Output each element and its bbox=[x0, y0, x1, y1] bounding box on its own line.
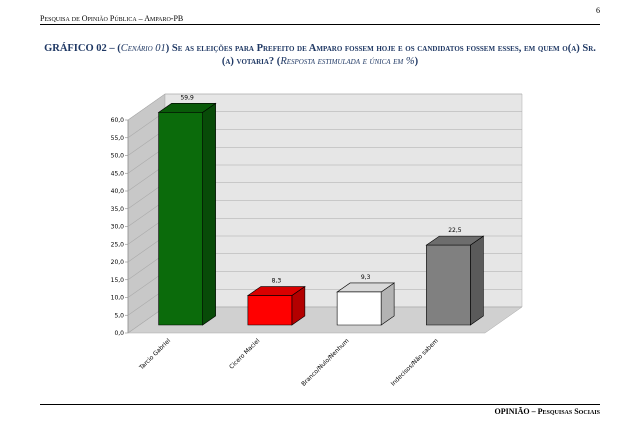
bar bbox=[425, 235, 485, 326]
running-header: Pesquisa de Opinião Pública – Amparo-PB bbox=[40, 14, 600, 25]
x-tick-label: Branco/Nulo/Nenhum bbox=[300, 337, 350, 387]
y-tick-label: 15,0 bbox=[111, 277, 125, 284]
page-number: 6 bbox=[596, 6, 600, 15]
x-tick-label: Cicero Maciel bbox=[228, 337, 261, 370]
bar-side bbox=[202, 102, 216, 326]
value-label: 9,3 bbox=[361, 274, 371, 281]
y-tick-label: 5,0 bbox=[114, 312, 124, 319]
bar-front bbox=[426, 244, 471, 326]
bar-front bbox=[158, 112, 203, 326]
y-tick-label: 25,0 bbox=[111, 241, 125, 248]
y-tick-label: 45,0 bbox=[111, 170, 125, 177]
bar bbox=[336, 282, 396, 326]
y-tick-label: 55,0 bbox=[111, 135, 125, 142]
bar bbox=[157, 102, 217, 326]
y-tick-label: 10,0 bbox=[111, 295, 125, 302]
bar-front bbox=[247, 295, 293, 326]
heading-part: Cenário 01 bbox=[120, 43, 166, 54]
y-tick-label: 60,0 bbox=[111, 117, 125, 124]
y-tick-label: 30,0 bbox=[111, 224, 125, 231]
y-tick-label: 20,0 bbox=[111, 259, 125, 266]
x-tick-label: Indecisos/Não sabem bbox=[390, 337, 440, 387]
value-label: 22,5 bbox=[448, 227, 462, 234]
heading-part: ) Se as eleições para Prefeito de Amparo… bbox=[165, 43, 596, 67]
bar-front bbox=[336, 291, 382, 326]
value-label: 8,3 bbox=[272, 278, 282, 285]
heading-part: Resposta estimulada e única em % bbox=[280, 56, 415, 67]
grid-line bbox=[127, 93, 522, 121]
chart-heading: GRÁFICO 02 – (Cenário 01) Se as eleições… bbox=[40, 42, 600, 68]
y-tick-label: 0,0 bbox=[114, 330, 124, 337]
heading-part: ) bbox=[414, 56, 419, 67]
running-footer: OPINIÃO – Pesquisas Sociais bbox=[40, 404, 600, 416]
value-label: 59,9 bbox=[180, 94, 194, 101]
y-tick-label: 50,0 bbox=[111, 153, 125, 160]
heading-part: GRÁFICO 02 – ( bbox=[44, 43, 121, 54]
y-tick-label: 40,0 bbox=[111, 188, 125, 195]
x-tick-label: Tarcio Gabriel bbox=[137, 337, 172, 372]
bar-side bbox=[470, 235, 484, 326]
y-tick-label: 35,0 bbox=[111, 206, 125, 213]
bar bbox=[246, 285, 306, 326]
